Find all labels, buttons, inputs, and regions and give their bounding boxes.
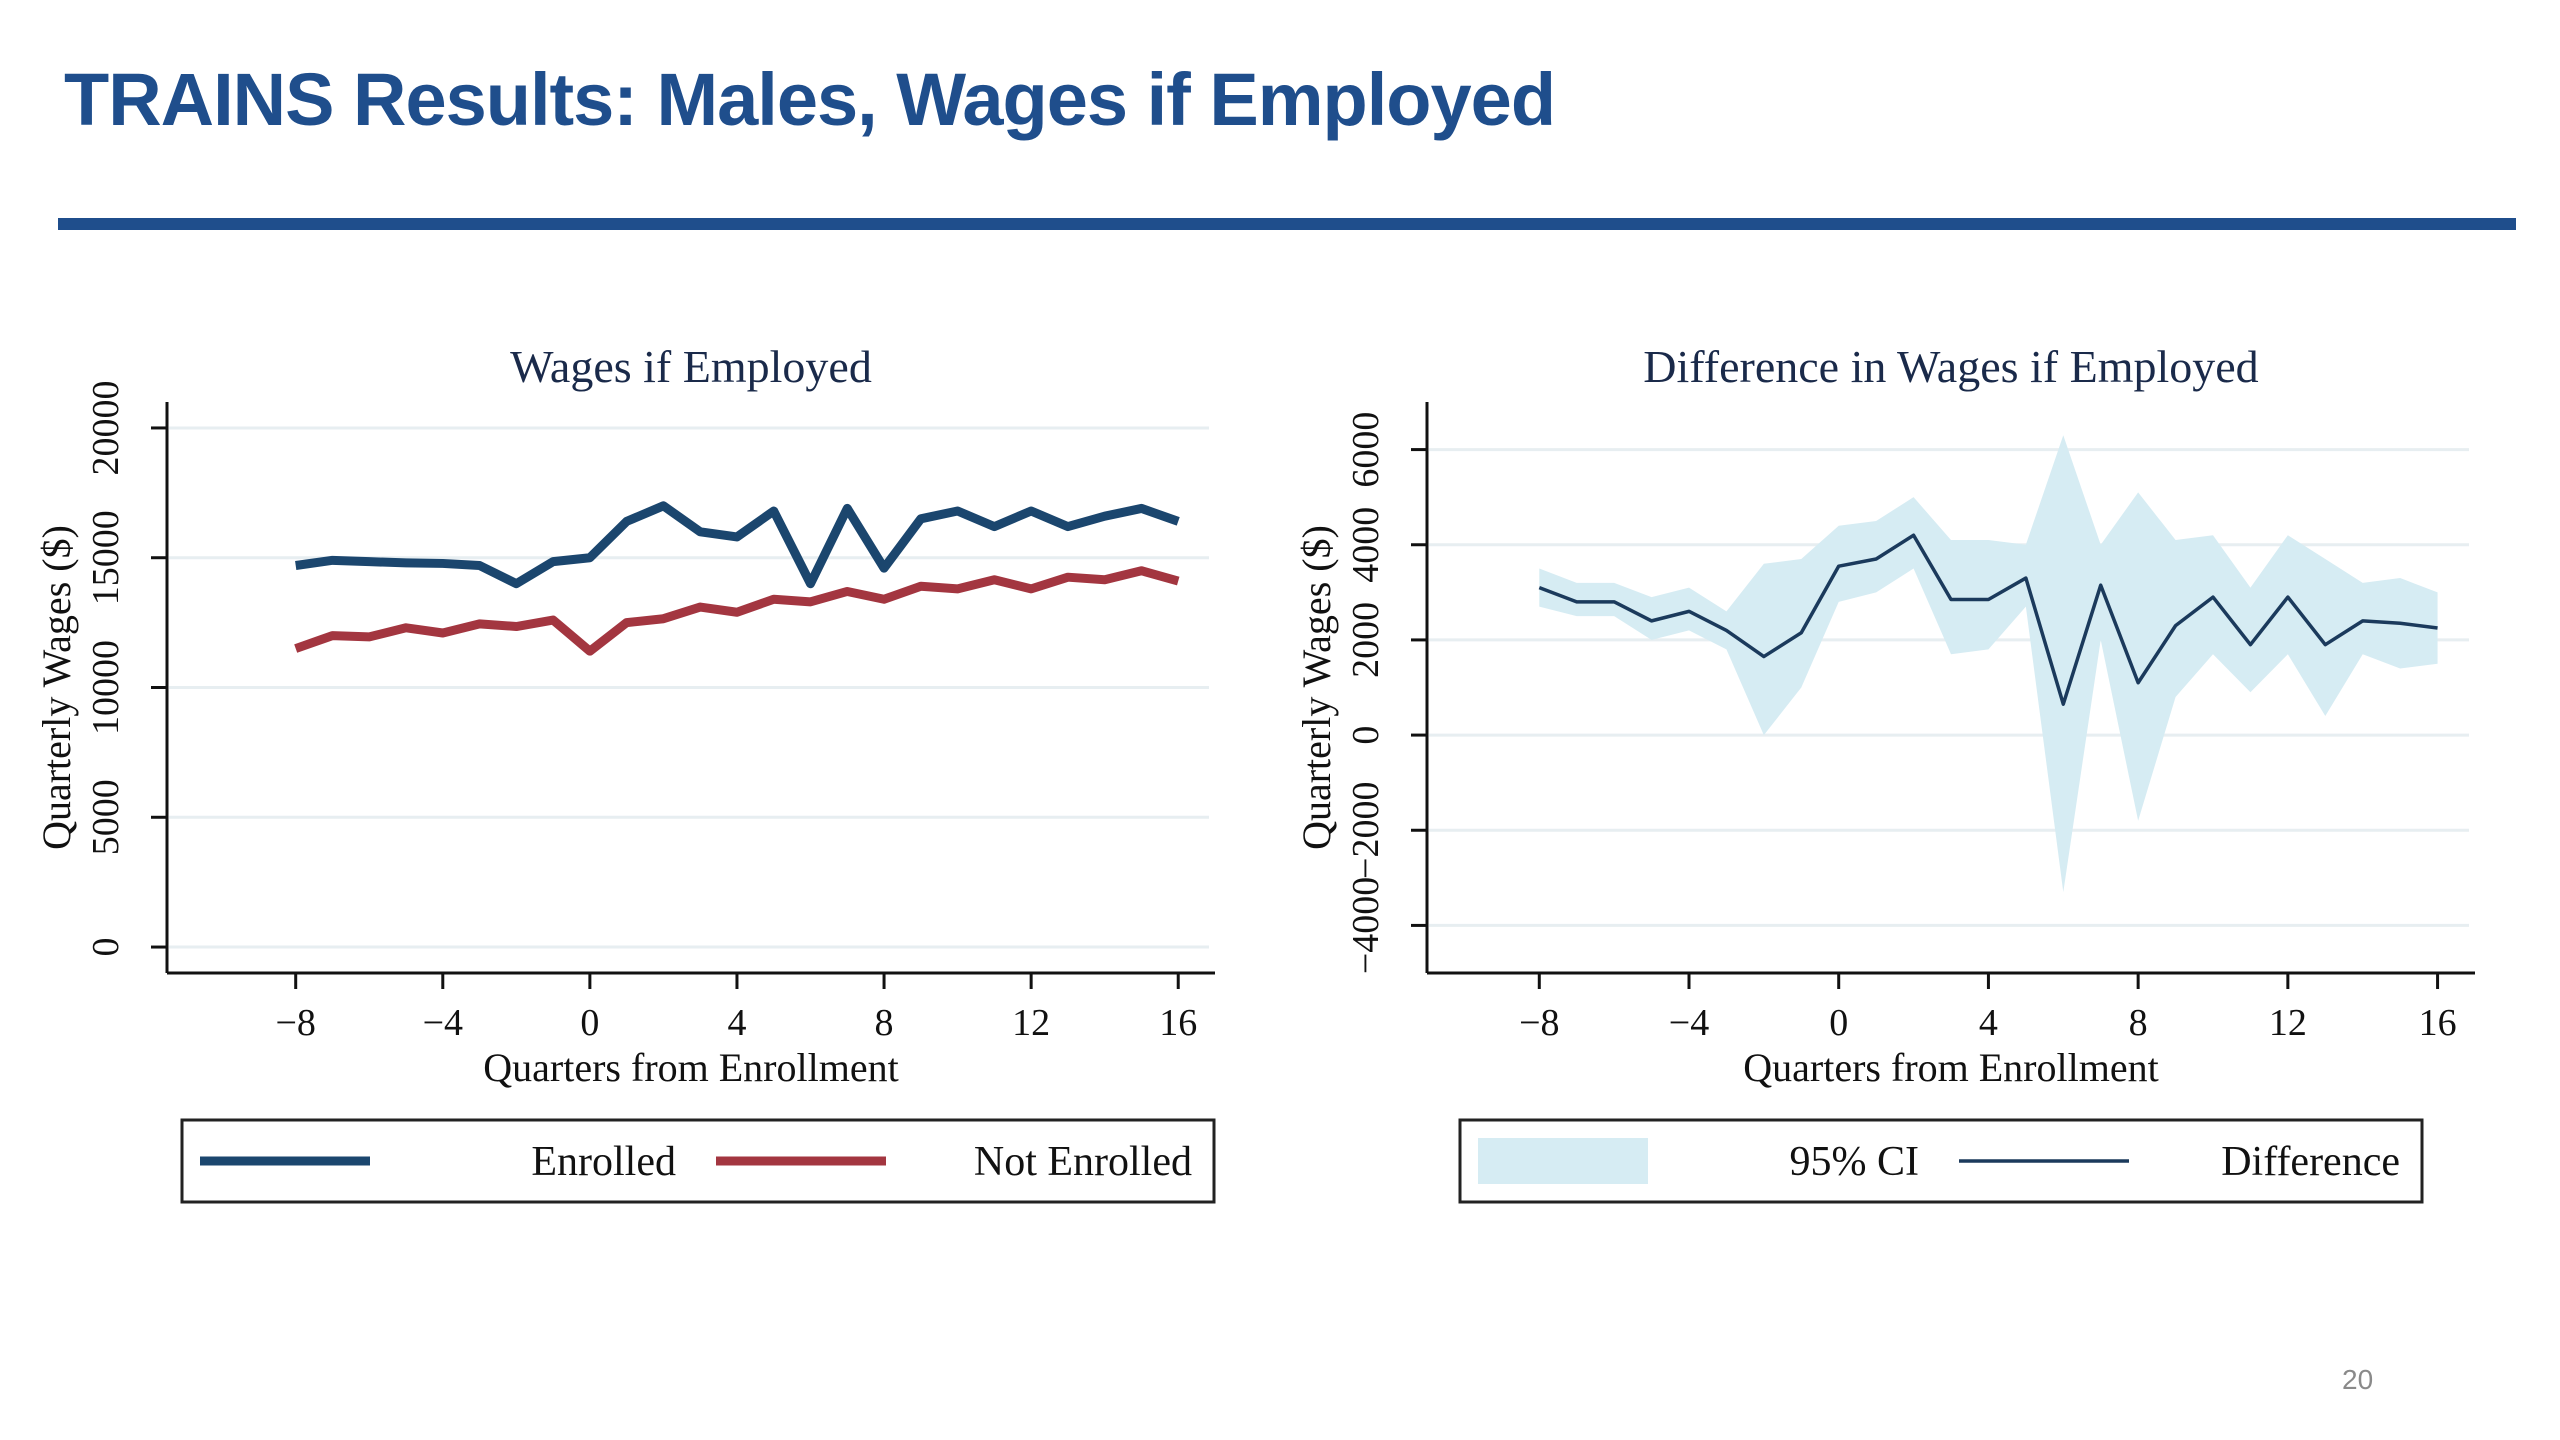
series-line-difference	[1538, 533, 2438, 706]
x-tick-label: −8	[1519, 1002, 1559, 1044]
legend-key-95-ci	[1478, 1138, 1648, 1184]
ci-band	[1539, 435, 2438, 893]
chart-title: Difference in Wages if Employed	[1643, 341, 2258, 392]
legend-label: Difference	[2221, 1139, 2400, 1185]
x-axis-label: Quarters from Enrollment	[483, 1045, 898, 1090]
title-rule	[58, 218, 2516, 230]
y-tick-label: 0	[85, 938, 127, 957]
series-line-not-enrolled	[294, 566, 1180, 656]
legend-label: Not Enrolled	[974, 1139, 1192, 1185]
legend-label: 95% CI	[1790, 1139, 1920, 1185]
y-tick-label: 5000	[85, 779, 127, 855]
y-tick-label: −4000	[1345, 877, 1387, 974]
y-tick-label: −2000	[1345, 782, 1387, 879]
x-tick-label: 0	[580, 1002, 599, 1044]
x-tick-label: 16	[1159, 1002, 1197, 1044]
slide-title: TRAINS Results: Males, Wages if Employed	[64, 58, 1556, 141]
wages-if-employed-chart: Wages if Employed 0 5000 10000 15000 20000 −8 −…	[34, 341, 1216, 1204]
y-axis-label: Quarterly Wages ($)	[1294, 525, 1339, 850]
y-tick-label: 4000	[1345, 507, 1387, 583]
difference-in-wages-chart: Difference in Wages if Employed −4000−200…	[1294, 341, 2475, 1204]
series-line-enrolled	[295, 501, 1180, 589]
y-tick-label: 10000	[85, 640, 127, 735]
x-tick-label: 12	[1012, 1002, 1050, 1044]
x-axis-label: Quarters from Enrollment	[1743, 1045, 2158, 1090]
legend-label: Enrolled	[531, 1139, 676, 1185]
x-tick-label: 0	[1829, 1002, 1848, 1044]
x-tick-label: 4	[727, 1002, 746, 1044]
chart-title: Wages if Employed	[510, 341, 872, 392]
x-tick-label: 12	[2269, 1002, 2307, 1044]
x-tick-label: 8	[2129, 1002, 2148, 1044]
y-tick-label: 15000	[85, 510, 127, 605]
x-tick-label: 16	[2419, 1002, 2457, 1044]
y-axis-label: Quarterly Wages ($)	[34, 525, 79, 850]
x-tick-label: −4	[1669, 1002, 1709, 1044]
x-tick-label: −8	[275, 1002, 315, 1044]
x-tick-label: −4	[423, 1002, 463, 1044]
y-tick-label: 0	[1345, 726, 1387, 745]
x-tick-label: 8	[875, 1002, 894, 1044]
y-tick-label: 2000	[1345, 602, 1387, 678]
y-tick-label: 20000	[85, 380, 127, 475]
y-tick-label: 6000	[1345, 412, 1387, 488]
x-tick-label: 4	[1979, 1002, 1998, 1044]
page-number: 20	[2342, 1364, 2374, 1395]
